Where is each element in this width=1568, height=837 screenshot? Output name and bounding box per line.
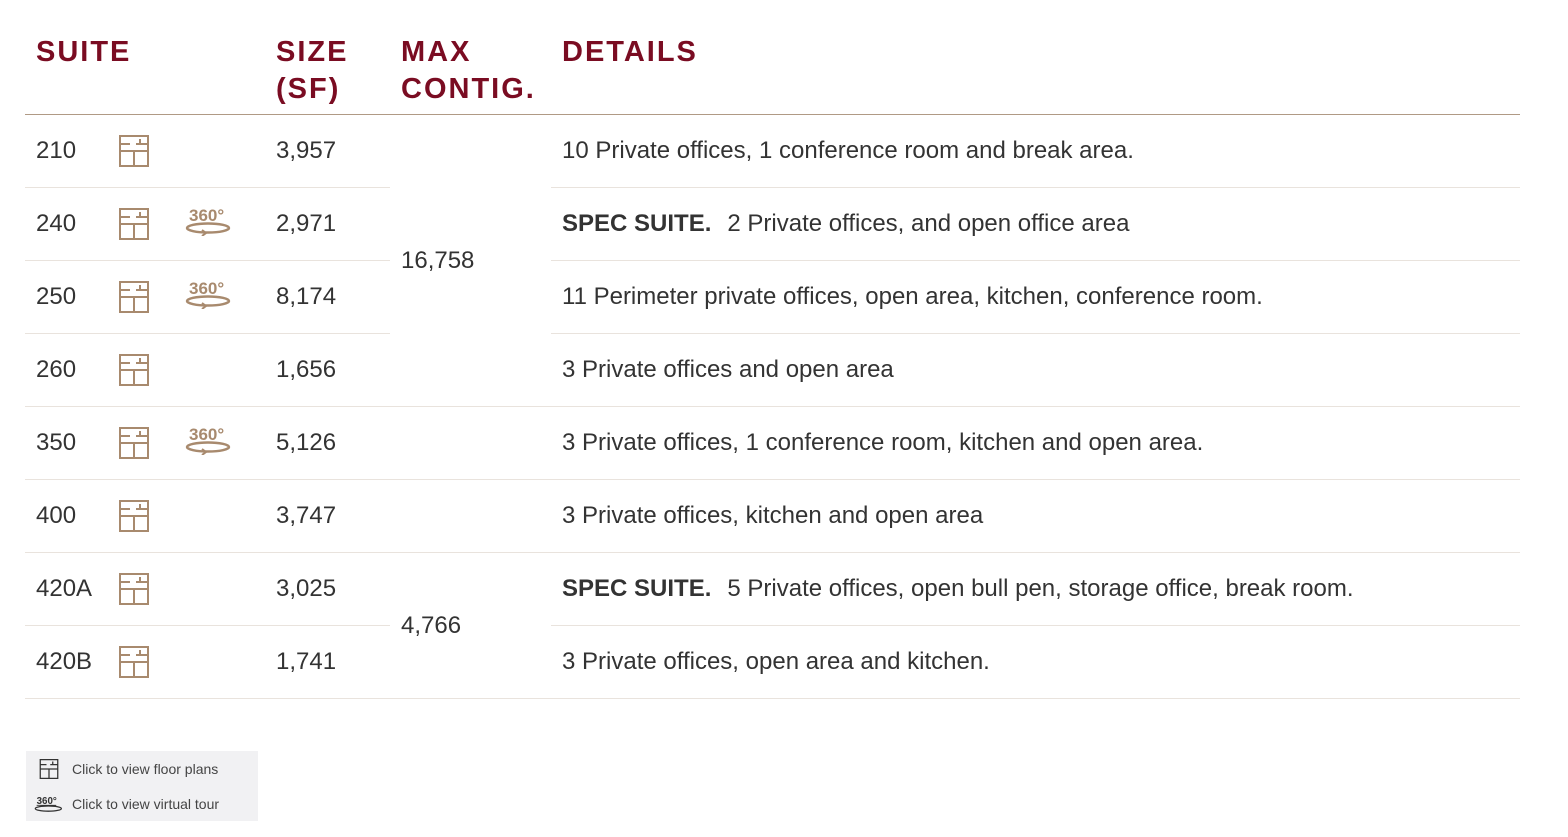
svg-text:360°: 360° xyxy=(189,206,224,225)
floor-plan-icon[interactable] xyxy=(119,354,149,386)
details-text: 2 Private offices, and open office area xyxy=(727,210,1130,237)
table-row: 260 1,656 3 Private offices and open area xyxy=(25,333,1520,407)
suite-size: 3,957 xyxy=(265,114,390,188)
svg-text:360°: 360° xyxy=(189,279,224,298)
header-row: SUITE SIZE (SF) MAX CONTIG. DETAILS xyxy=(25,30,1520,115)
header-max-contig: MAX CONTIG. xyxy=(390,30,551,115)
legend-floor-plans: Click to view floor plans xyxy=(26,751,258,786)
details-text: 3 Private offices, 1 conference room, ki… xyxy=(562,429,1204,456)
suite-size: 2,971 xyxy=(265,187,390,261)
suite-size: 1,741 xyxy=(265,625,390,699)
suite-details: 10 Private offices, 1 conference room an… xyxy=(551,114,1520,188)
floor-plan-icon[interactable] xyxy=(119,135,149,167)
suite-details: SPEC SUITE. 5 Private offices, open bull … xyxy=(551,552,1520,626)
svg-text:360°: 360° xyxy=(189,425,224,444)
details-text: 3 Private offices, kitchen and open area xyxy=(562,502,984,529)
table-row: 210 3,957 16,758 10 Private offices, 1 conf… xyxy=(25,114,1520,407)
suite-details: 3 Private offices, kitchen and open area xyxy=(551,479,1520,553)
floor-plan-icon[interactable] xyxy=(119,208,149,240)
virtual-tour-icon[interactable]: 360° xyxy=(185,206,231,243)
floor-plan-icon[interactable] xyxy=(119,427,149,459)
suite-details: 3 Private offices and open area xyxy=(551,333,1520,407)
suite-details: SPEC SUITE. 2 Private offices, and open o… xyxy=(551,187,1520,261)
floor-plan-icon[interactable] xyxy=(119,573,149,605)
svg-text:360°: 360° xyxy=(37,796,57,807)
table-row: 350 360° 5,126 3 Private offices, 1 confere… xyxy=(25,406,1520,480)
floor-plan-icon[interactable] xyxy=(119,500,149,532)
suite-number: 240 xyxy=(25,187,120,261)
details-text: 3 Private offices, open area and kitchen… xyxy=(562,648,990,675)
virtual-tour-icon[interactable]: 360° xyxy=(185,279,231,316)
spec-suite-label: SPEC SUITE. xyxy=(562,575,712,602)
suite-size: 1,656 xyxy=(265,333,390,407)
virtual-tour-icon[interactable]: 360° xyxy=(185,425,231,462)
suite-number: 350 xyxy=(25,406,120,480)
suite-size: 8,174 xyxy=(265,260,390,334)
legend: Click to view floor plans 360° Click to … xyxy=(26,751,258,821)
suite-number: 250 xyxy=(25,260,120,334)
suites-table: SUITE SIZE (SF) MAX CONTIG. DETAILS 210 3… xyxy=(25,30,1520,699)
legend-virtual-tour: 360° Click to view virtual tour xyxy=(26,786,258,821)
suite-size: 5,126 xyxy=(265,406,390,480)
suite-number: 210 xyxy=(25,114,120,188)
suite-number: 420A xyxy=(25,552,120,626)
floor-plan-icon[interactable] xyxy=(119,281,149,313)
header-suite: SUITE xyxy=(25,30,265,115)
table-row: 240 360° 2,971 SPEC SUITE. 2 Private offices… xyxy=(25,187,1520,261)
details-text: 10 Private offices, 1 conference room an… xyxy=(562,137,1134,164)
details-text: 11 Perimeter private offices, open area,… xyxy=(562,283,1263,310)
suite-details: 3 Private offices, 1 conference room, ki… xyxy=(551,406,1520,480)
table-row: 250 360° 8,174 11 Perimeter private offices… xyxy=(25,260,1520,334)
suite-number: 260 xyxy=(25,333,120,407)
header-details: DETAILS xyxy=(551,30,1520,115)
header-size: SIZE (SF) xyxy=(265,30,390,115)
table-row: 420B 1,741 3 Private offices, open area an… xyxy=(25,625,1520,699)
details-text: 3 Private offices and open area xyxy=(562,356,894,383)
floor-plan-icon xyxy=(26,758,72,779)
suite-size: 3,025 xyxy=(265,552,390,626)
floor-plan-icon[interactable] xyxy=(119,646,149,678)
suite-details: 11 Perimeter private offices, open area,… xyxy=(551,260,1520,334)
legend-floor-plans-label: Click to view floor plans xyxy=(72,760,219,777)
suite-details: 3 Private offices, open area and kitchen… xyxy=(551,625,1520,699)
suite-number: 420B xyxy=(25,625,120,699)
spec-suite-label: SPEC SUITE. xyxy=(562,210,712,237)
max-contig: 16,758 xyxy=(390,114,551,407)
details-text: 5 Private offices, open bull pen, storag… xyxy=(727,575,1354,602)
table-row: 420A 3,025 4,766 SPEC SUITE. 5 Private offic… xyxy=(25,552,1520,699)
suite-number: 400 xyxy=(25,479,120,553)
virtual-tour-icon: 360° xyxy=(26,794,72,814)
legend-virtual-tour-label: Click to view virtual tour xyxy=(72,795,220,812)
max-contig: 4,766 xyxy=(390,552,551,699)
suite-size: 3,747 xyxy=(265,479,390,553)
table-row: 400 3,747 3 Private offices, kitchen and o… xyxy=(25,479,1520,553)
